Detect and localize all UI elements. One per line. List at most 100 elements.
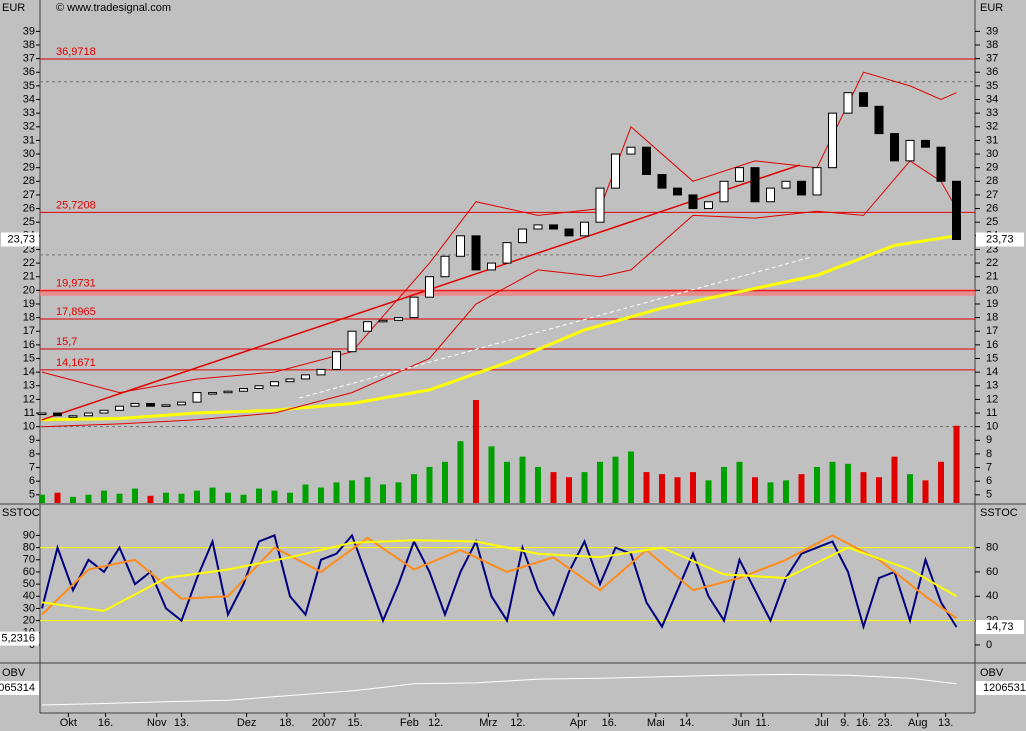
volume-bar: [349, 480, 355, 503]
y-tick-label: 60: [23, 566, 35, 578]
y-tick-label: 8: [29, 448, 35, 460]
volume-bar: [194, 490, 200, 503]
candle: [518, 228, 527, 244]
candle: [99, 409, 109, 414]
y-tick-label: 7: [986, 461, 992, 473]
level-label: 19,9731: [56, 278, 96, 290]
candle: [301, 374, 310, 380]
volume-bar: [814, 466, 820, 503]
candle: [192, 392, 202, 403]
candle: [642, 146, 651, 175]
y-tick-label: 30: [986, 148, 998, 160]
y-tick-label: 5: [29, 489, 35, 501]
x-tick-label: 13.: [938, 717, 953, 729]
volume-bar: [70, 496, 76, 503]
y-tick-label: 34: [986, 93, 998, 105]
axis-label: OBV: [2, 667, 26, 679]
candle: [270, 381, 279, 387]
x-tick-label: 2007: [312, 717, 336, 729]
y-tick-label: 6: [986, 475, 992, 487]
axis-label: OBV: [980, 667, 1004, 679]
y-tick-label: 26: [23, 202, 35, 214]
y-tick-label: 38: [986, 39, 998, 51]
y-tick-label: 9: [986, 434, 992, 446]
y-tick-label: 90: [23, 529, 35, 541]
x-tick-label: 16.: [856, 717, 871, 729]
volume-bar: [287, 492, 293, 503]
candle: [580, 221, 589, 237]
y-tick-label: 31: [23, 134, 35, 146]
y-tick-label: 50: [23, 578, 35, 590]
value-box: [976, 681, 1026, 695]
y-tick-label: 25: [23, 216, 35, 228]
volume-bar: [566, 477, 572, 503]
price-label: 23,73: [7, 233, 35, 245]
volume-bar: [132, 488, 138, 503]
volume-bar: [519, 456, 526, 503]
candle: [626, 146, 636, 155]
y-tick-label: 32: [986, 121, 998, 133]
x-tick-label: 23.: [878, 717, 893, 729]
volume-bar: [163, 492, 169, 503]
candle: [812, 167, 822, 196]
volume-bar: [829, 461, 836, 503]
volume-bar: [550, 472, 557, 503]
candle: [285, 378, 295, 383]
candle: [936, 146, 946, 182]
candle: [797, 180, 806, 196]
y-tick-label: 11: [24, 407, 35, 419]
x-tick-label: Okt: [60, 717, 77, 729]
volume-bar: [674, 477, 681, 503]
x-tick-label: 18.: [279, 717, 294, 729]
y-tick-label: 20: [986, 284, 998, 296]
volume-bar: [721, 466, 727, 503]
candle: [146, 402, 155, 407]
x-tick-label: 12.: [428, 717, 443, 729]
indicator-line: [41, 673, 957, 706]
y-tick-label: 37: [23, 53, 35, 65]
candle: [890, 133, 899, 162]
volume-bar: [907, 474, 913, 503]
x-tick-label: Nov: [147, 717, 167, 729]
x-tick-label: 16.: [98, 717, 113, 729]
y-tick-label: 21: [23, 271, 35, 283]
overlay-line: [41, 234, 957, 422]
candle: [130, 402, 140, 407]
volume-bar: [318, 487, 324, 503]
y-tick-label: 16: [986, 339, 998, 351]
volume-bar: [690, 472, 696, 503]
y-tick-label: 31: [986, 134, 998, 146]
x-tick-label: Mrz: [479, 717, 497, 729]
volume-bar: [380, 484, 386, 503]
y-tick-label: 13: [986, 380, 998, 392]
volume-bar: [922, 480, 929, 503]
y-tick-label: 39: [986, 25, 998, 37]
volume-bar: [736, 461, 743, 503]
volume-bar: [628, 451, 634, 503]
y-tick-label: 28: [23, 175, 35, 187]
volume-bar: [535, 466, 541, 503]
price-box: [976, 232, 1024, 247]
candle: [425, 276, 434, 298]
value-box: [0, 631, 39, 646]
volume-bar: [426, 466, 433, 503]
y-tick-label: 34: [23, 93, 35, 105]
x-tick-label: 11.: [756, 717, 770, 729]
candle: [115, 405, 124, 411]
candle: [673, 187, 682, 196]
y-tick-label: 33: [986, 107, 998, 119]
candle: [440, 255, 450, 278]
x-tick-label: Apr: [570, 717, 587, 729]
y-tick-label: 10: [23, 421, 35, 433]
volume-bar: [411, 474, 417, 503]
candle: [68, 415, 78, 418]
y-tick-label: 36: [986, 66, 998, 78]
volume-bar: [209, 487, 216, 503]
indicator-line: [41, 533, 958, 631]
candle: [549, 224, 558, 230]
y-tick-label: 40: [23, 590, 35, 602]
y-tick-label: 14: [23, 366, 35, 378]
candle: [378, 319, 388, 323]
